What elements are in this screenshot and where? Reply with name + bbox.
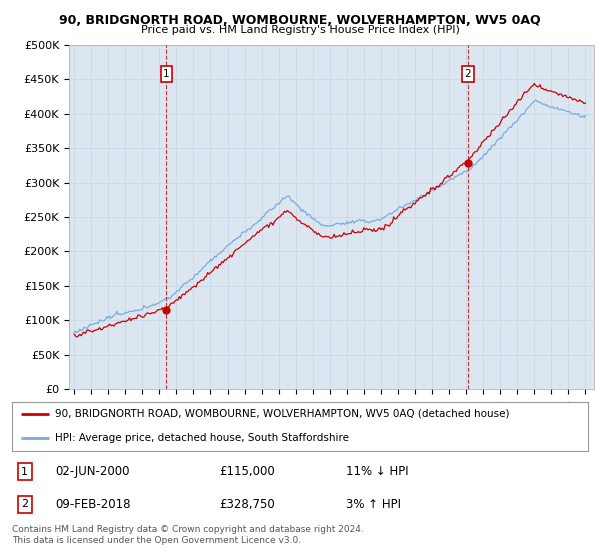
Text: HPI: Average price, detached house, South Staffordshire: HPI: Average price, detached house, Sout…: [55, 433, 349, 444]
Text: 2: 2: [464, 69, 471, 79]
Text: 09-FEB-2018: 09-FEB-2018: [55, 498, 131, 511]
Text: 2: 2: [21, 500, 28, 510]
Text: 11% ↓ HPI: 11% ↓ HPI: [346, 465, 409, 478]
Text: 1: 1: [21, 466, 28, 477]
Text: 1: 1: [163, 69, 170, 79]
Text: Contains HM Land Registry data © Crown copyright and database right 2024.
This d: Contains HM Land Registry data © Crown c…: [12, 525, 364, 545]
Text: £115,000: £115,000: [220, 465, 275, 478]
Text: Price paid vs. HM Land Registry's House Price Index (HPI): Price paid vs. HM Land Registry's House …: [140, 25, 460, 35]
Text: 02-JUN-2000: 02-JUN-2000: [55, 465, 130, 478]
Text: 3% ↑ HPI: 3% ↑ HPI: [346, 498, 401, 511]
Text: 90, BRIDGNORTH ROAD, WOMBOURNE, WOLVERHAMPTON, WV5 0AQ: 90, BRIDGNORTH ROAD, WOMBOURNE, WOLVERHA…: [59, 14, 541, 27]
Text: £328,750: £328,750: [220, 498, 275, 511]
Text: 90, BRIDGNORTH ROAD, WOMBOURNE, WOLVERHAMPTON, WV5 0AQ (detached house): 90, BRIDGNORTH ROAD, WOMBOURNE, WOLVERHA…: [55, 409, 510, 419]
